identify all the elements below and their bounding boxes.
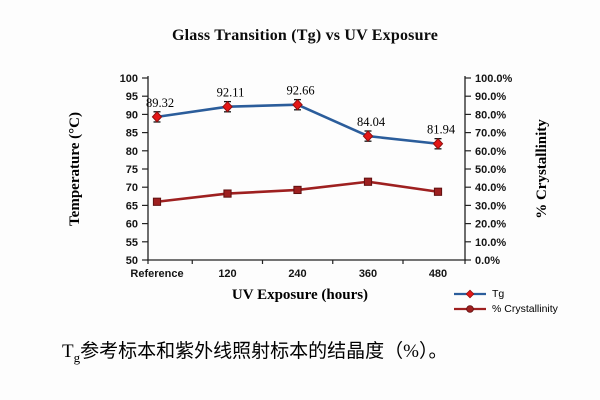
caption-tg-subscript: g [73, 349, 81, 365]
right-axis-tick-label: 0.0% [475, 255, 500, 267]
legend-label-tg: Tg [492, 288, 505, 300]
legend-item-crystallinity: % Crystallinity [453, 302, 558, 316]
legend-marker [465, 289, 475, 299]
left-axis-tick-label: 95 [126, 91, 138, 103]
crystallinity-legend-swatch-icon [454, 305, 486, 313]
data-label-tg: 84.04 [357, 115, 386, 129]
left-axis-tick-label: 90 [126, 109, 138, 121]
legend-item-tg: Tg [453, 287, 558, 301]
right-axis-title: % Crystallinity [534, 119, 550, 219]
x-axis-category-label: 360 [359, 268, 377, 280]
right-axis-tick-label: 10.0% [475, 237, 506, 249]
x-axis-title: UV Exposure (hours) [232, 287, 368, 303]
series-marker-crystallinity [152, 197, 162, 206]
left-axis-tick-label: 85 [126, 128, 138, 140]
series-marker-tg [432, 137, 444, 150]
right-axis-tick-label: 90.0% [475, 91, 506, 103]
data-label-tg: 89.32 [146, 96, 174, 110]
right-axis-tick-label: 50.0% [475, 164, 506, 176]
left-axis-tick-label: 80 [126, 146, 138, 158]
legend-marker [466, 305, 474, 313]
series-marker-crystallinity [223, 189, 232, 198]
left-axis-title: Temperature (°C) [67, 112, 83, 226]
left-axis-tick-label: 65 [126, 200, 138, 212]
left-axis-tick-label: 70 [126, 182, 138, 194]
figure-caption: Tg参考标本和紫外线照射标本的结晶度（%）。 [62, 336, 582, 366]
left-axis-tick-label: 55 [126, 237, 138, 249]
x-axis-category-label: 480 [429, 268, 447, 280]
caption-body: 参考标本和紫外线照射标本的结晶度（%）。 [80, 341, 448, 362]
right-axis-tick-label: 100.0% [475, 73, 513, 85]
caption-tg-prefix: T [62, 341, 74, 362]
chart-legend: Tg % Crystallinity [453, 287, 558, 316]
chart-title: Glass Transition (Tg) vs UV Exposure [171, 27, 439, 44]
x-axis-category-label: 240 [288, 268, 306, 280]
right-axis-tick-label: 60.0% [475, 146, 506, 158]
series-marker-crystallinity [293, 185, 302, 195]
series-marker-crystallinity [363, 177, 373, 186]
legend-label-crystallinity: % Crystallinity [492, 303, 558, 315]
left-axis-tick-label: 60 [126, 219, 138, 231]
data-label-tg: 92.66 [286, 84, 314, 98]
series-marker-tg [362, 130, 374, 142]
right-axis-tick-label: 80.0% [475, 109, 506, 121]
series-marker-crystallinity [433, 187, 443, 196]
left-axis-tick-label: 50 [126, 255, 138, 267]
series-marker-tg [151, 111, 163, 123]
series-marker-tg [222, 100, 233, 113]
right-axis-tick-label: 20.0% [475, 219, 506, 231]
x-axis-category-label: 120 [218, 268, 236, 280]
data-label-tg: 81.94 [427, 123, 456, 137]
right-axis-tick-label: 30.0% [475, 200, 506, 212]
series-marker-tg [292, 98, 303, 111]
left-axis-tick-label: 100 [120, 73, 138, 85]
chart-plot: 100 95 90 85 80 75 70 65 60 55 50 100.0% 90.0% 80.0% 7… [67, 73, 550, 303]
series-line-tg [156, 103, 439, 146]
left-axis-tick-label: 75 [126, 164, 138, 176]
right-axis-tick-label: 70.0% [475, 128, 506, 140]
x-axis-category-label: Reference [130, 268, 183, 280]
data-label-tg: 92.11 [217, 86, 245, 100]
right-axis-tick-label: 40.0% [475, 182, 506, 194]
tg-legend-swatch-icon [454, 289, 486, 299]
